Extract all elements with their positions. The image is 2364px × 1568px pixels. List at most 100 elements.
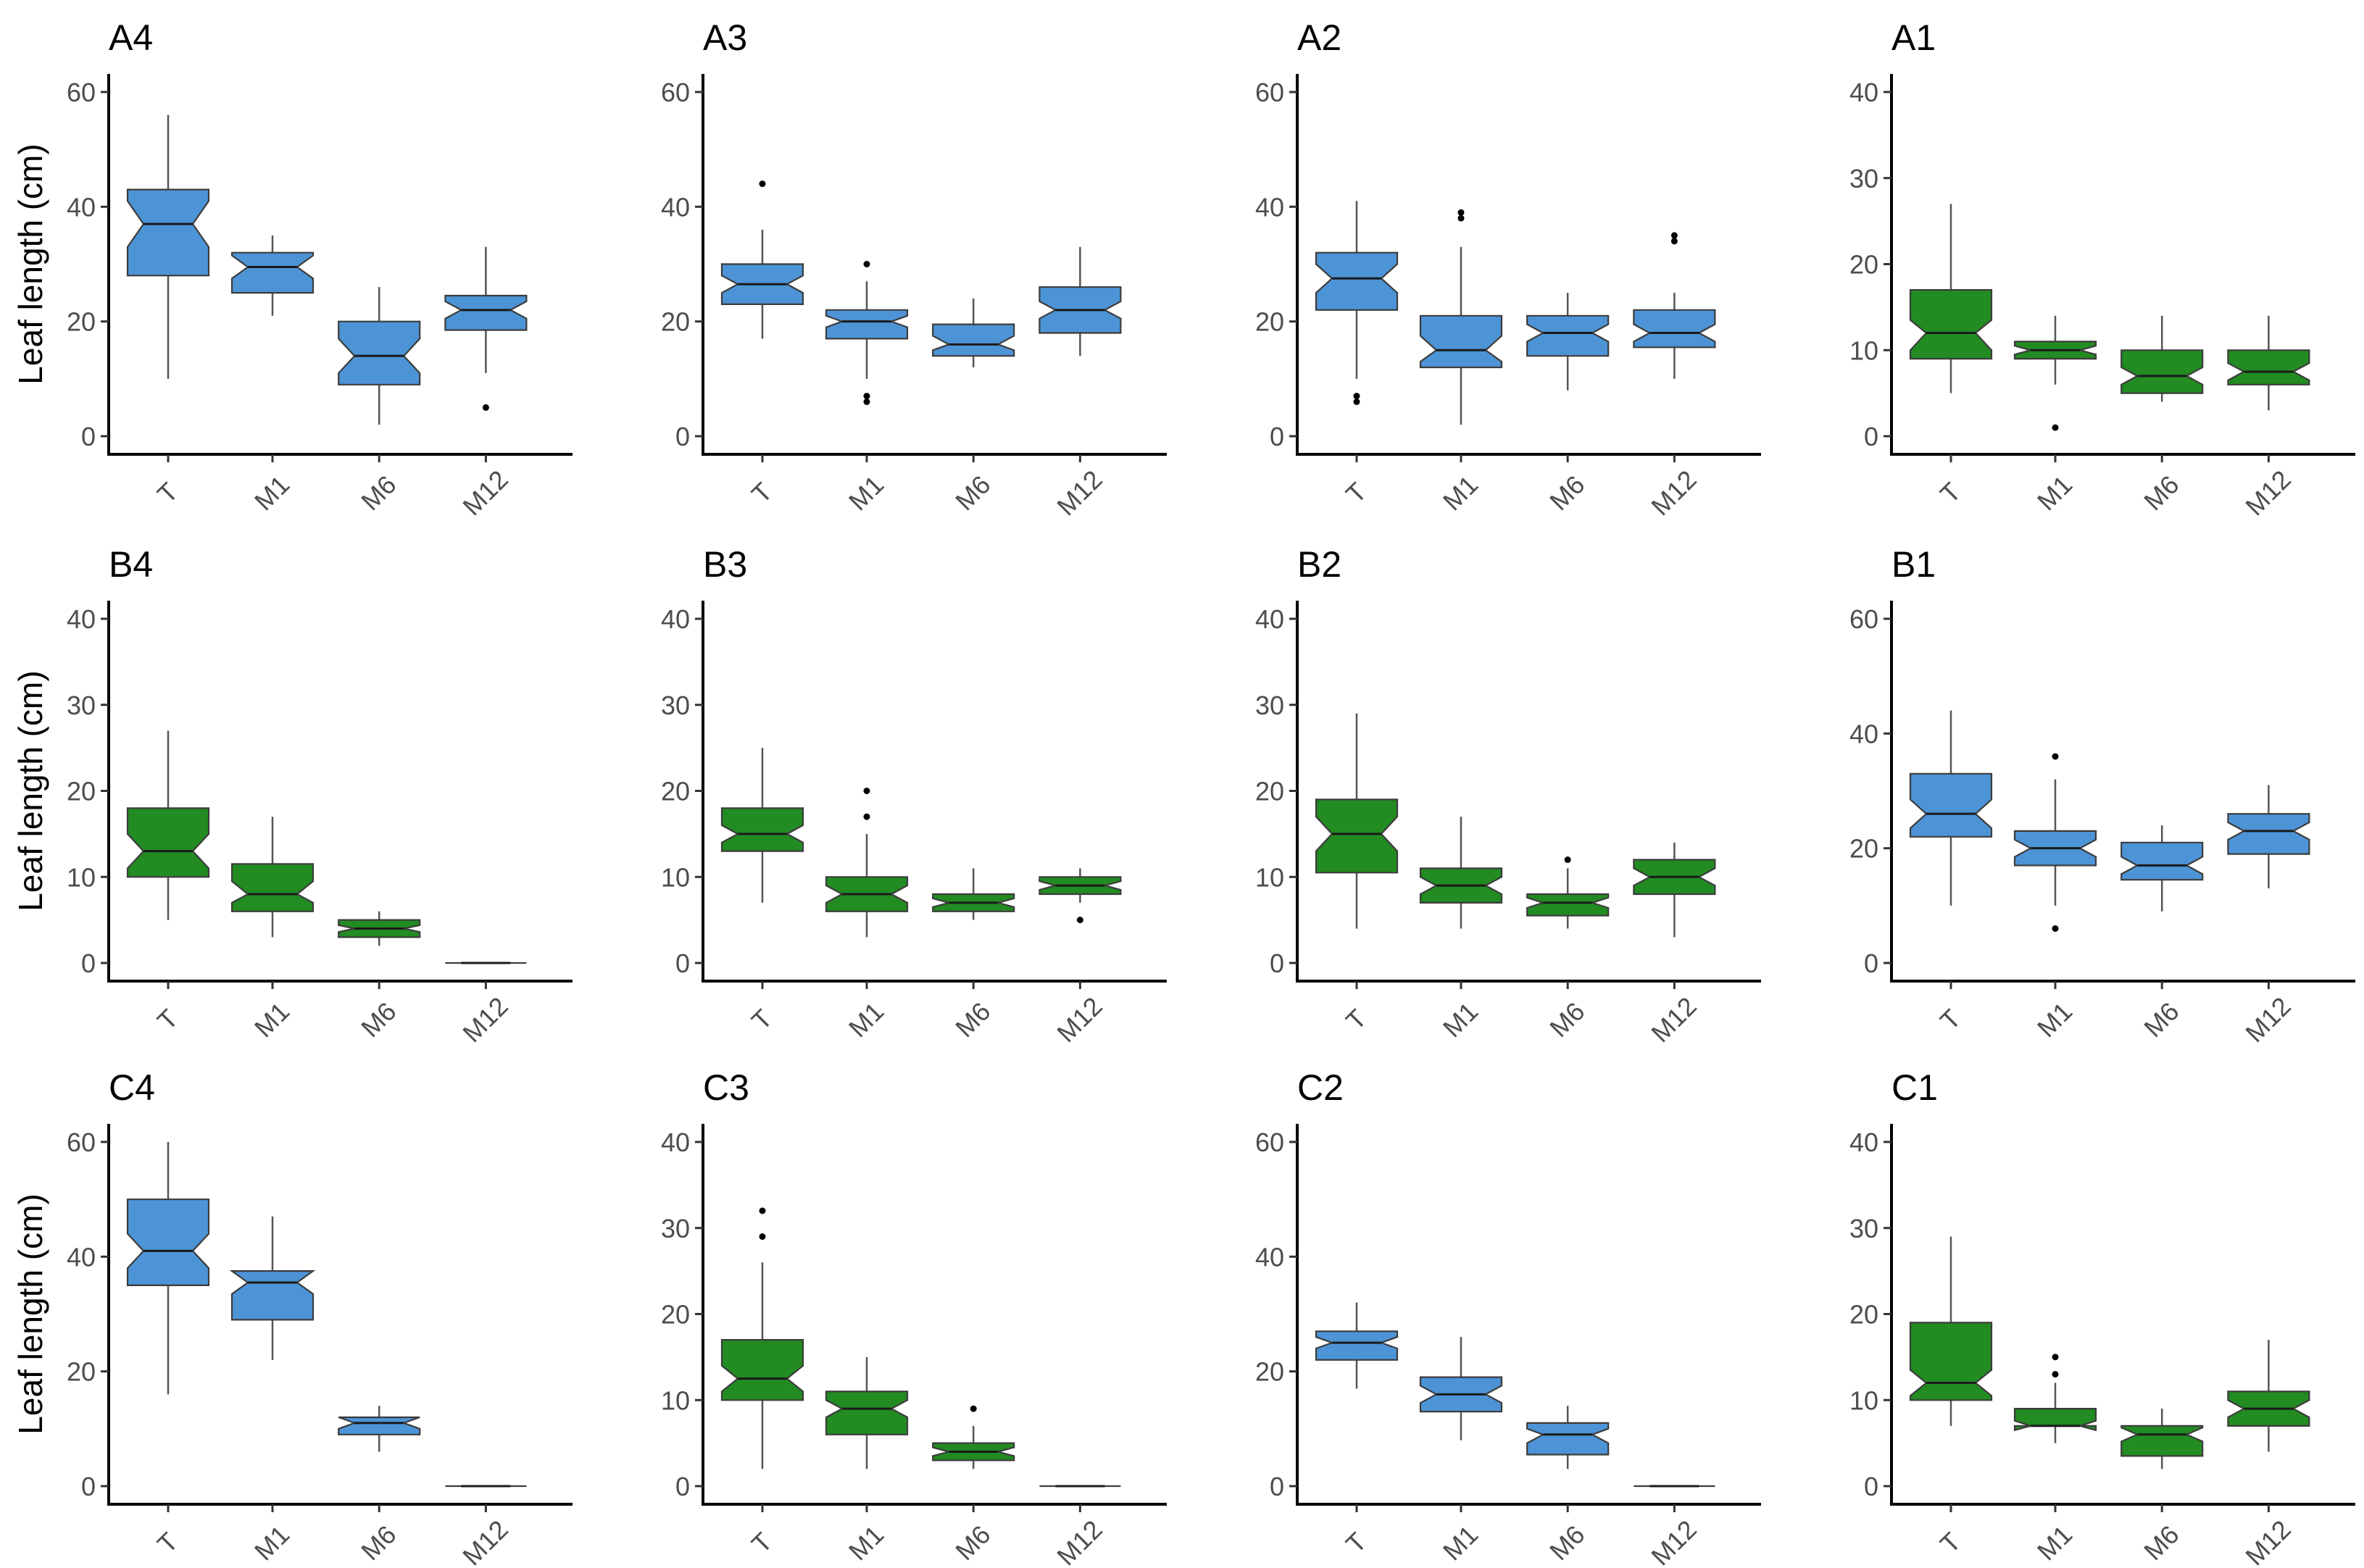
x-tick-label: M12 (1051, 464, 1108, 522)
x-tick-label: M1 (249, 996, 295, 1043)
notched-box (126, 188, 210, 277)
panel-title: C2 (1297, 1067, 1344, 1108)
x-tick-label: M6 (949, 996, 996, 1043)
y-tick-label: 60 (661, 78, 690, 107)
y-tick-label: 40 (1255, 1242, 1284, 1272)
box-C4-M12: M12 (445, 1485, 527, 1568)
x-tick-label: M12 (457, 1514, 514, 1568)
x-tick-label: T (1340, 477, 1373, 509)
x-tick-label: M12 (2239, 1514, 2297, 1568)
y-tick-label: 0 (1270, 422, 1284, 451)
x-tick-label: M6 (1544, 470, 1590, 516)
y-tick-label: 10 (1255, 862, 1284, 892)
outlier-point (1353, 393, 1360, 400)
notched-box (338, 320, 421, 385)
panel-title: C1 (1891, 1067, 1938, 1108)
y-axis-title: Leaf length (cm) (12, 1193, 49, 1434)
outlier-point (1076, 917, 1083, 924)
y-tick-label: 0 (1270, 1472, 1284, 1501)
box-C2-M1: M1 (1419, 1337, 1503, 1566)
panel-B2: B2 0 10 20 30 40 T M1 M6 M12 (1255, 544, 1761, 1048)
x-tick-label: T (746, 1527, 778, 1559)
x-tick-label: M12 (1645, 991, 1702, 1048)
panel-C1: C1010203040TM1M6M12Month (1849, 1067, 2355, 1568)
box-B2-M6: M6 (1526, 856, 1610, 1043)
outlier-point (2052, 424, 2059, 431)
x-tick-label: M6 (2138, 996, 2184, 1043)
box-C3-M1: M1 (825, 1356, 909, 1566)
x-tick-label: M6 (1544, 1519, 1590, 1566)
x-tick-label: T (746, 477, 778, 509)
y-axis-title: Leaf length (cm) (12, 143, 49, 384)
y-tick-label: 10 (67, 862, 96, 892)
notched-box (338, 1416, 421, 1435)
notched-box (720, 807, 804, 852)
notched-box (2120, 841, 2204, 881)
box-C3-M6: M6 (932, 1405, 1015, 1566)
panel-title: A2 (1297, 17, 1341, 58)
box-A2-M12: M12 (1633, 232, 1716, 522)
box-B4-M12: M12 (445, 962, 527, 1048)
y-tick-label: 40 (1849, 719, 1878, 748)
y-tick-label: 0 (1864, 422, 1878, 451)
x-tick-label: T (1934, 1527, 1967, 1559)
y-tick-label: 40 (1849, 1127, 1878, 1157)
outlier-point (970, 1405, 977, 1412)
box-A3-T: T (720, 180, 804, 509)
panel-title: B2 (1297, 544, 1341, 585)
y-tick-label: 10 (661, 862, 690, 892)
notched-box (1909, 772, 1993, 838)
x-tick-label: M6 (355, 470, 401, 516)
y-tick-label: 20 (67, 307, 96, 337)
notched-box (230, 251, 315, 294)
notched-box (1315, 798, 1399, 874)
box-C1-M1: M1 (2013, 1354, 2097, 1566)
box-C1-M12: M12 (2227, 1340, 2310, 1568)
box-C3-T: T (720, 1207, 804, 1559)
box-A1-M12: M12 (2227, 315, 2310, 522)
box-C4-M6: M6 (338, 1406, 421, 1566)
box-B3-M6: M6 (932, 868, 1015, 1043)
box-B3-M1: M1 (825, 788, 909, 1043)
box-C2-T: T (1315, 1302, 1399, 1559)
notched-box (444, 294, 528, 331)
y-tick-label: 0 (1270, 948, 1284, 978)
notched-box (825, 309, 909, 340)
x-tick-label: T (1934, 1004, 1967, 1036)
y-tick-label: 60 (1255, 78, 1284, 107)
x-tick-label: M1 (843, 996, 889, 1043)
y-tick-label: 30 (1849, 1214, 1878, 1243)
outlier-point (1670, 232, 1678, 239)
x-tick-label: M12 (1645, 464, 1702, 522)
box-B1-M6: M6 (2120, 825, 2204, 1043)
y-tick-label: 10 (1849, 1385, 1878, 1415)
y-tick-label: 0 (675, 422, 690, 451)
notched-box (1909, 289, 1993, 360)
notched-box (1315, 1330, 1399, 1361)
y-tick-label: 10 (1849, 335, 1878, 365)
outlier-point (482, 404, 489, 411)
box-A2-T: T (1315, 201, 1399, 509)
x-tick-label: M1 (843, 1519, 889, 1566)
box-C1-M6: M6 (2120, 1409, 2204, 1566)
panel-title: A4 (109, 17, 153, 58)
x-tick-label: M1 (1437, 470, 1483, 516)
box-B4-M1: M1 (230, 817, 315, 1043)
box-B2-M1: M1 (1419, 817, 1503, 1043)
box-A1-M1: M1 (2013, 315, 2097, 516)
y-tick-label: 40 (67, 1242, 96, 1272)
y-tick-label: 40 (661, 1127, 690, 1157)
panel-title: B4 (109, 544, 153, 585)
x-tick-label: M1 (843, 470, 889, 516)
y-tick-label: 60 (1255, 1127, 1284, 1157)
y-tick-label: 30 (661, 691, 690, 720)
y-tick-label: 0 (81, 948, 96, 978)
x-tick-label: M6 (355, 1519, 401, 1566)
y-tick-label: 40 (1255, 604, 1284, 634)
x-tick-label: M12 (2239, 464, 2297, 522)
y-tick-label: 10 (661, 1385, 690, 1415)
notched-box (1526, 314, 1610, 357)
outlier-point (2052, 753, 2059, 760)
x-tick-label: M12 (1051, 991, 1108, 1048)
